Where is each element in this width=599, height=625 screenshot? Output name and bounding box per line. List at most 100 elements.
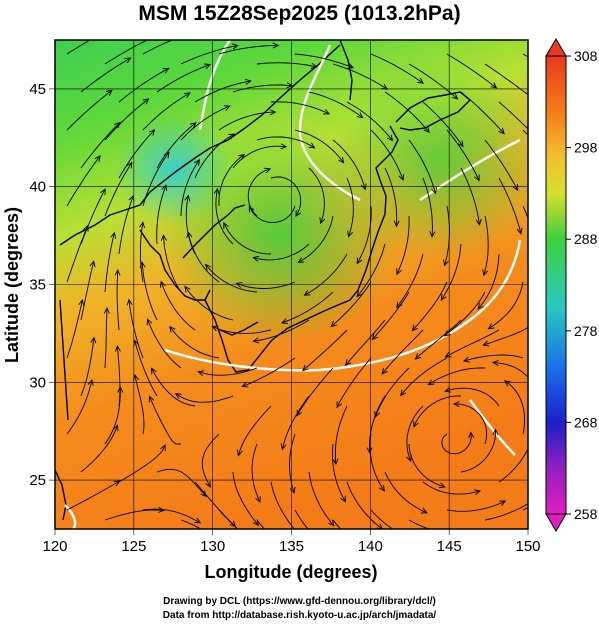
- streamline: [134, 374, 145, 435]
- streamline: [156, 468, 207, 497]
- streamline-arrowhead: [468, 431, 475, 439]
- y-tick-labels: 25 30 35 40 45: [29, 81, 46, 489]
- streamline: [408, 139, 436, 194]
- streamline-arrowhead: [498, 127, 505, 135]
- streamline: [298, 215, 334, 263]
- streamline: [169, 326, 220, 359]
- streamline-arrowhead: [340, 495, 346, 503]
- colorbar-min-arrow: [545, 513, 567, 532]
- grid-lines: [49, 40, 529, 535]
- streamline: [408, 519, 431, 529]
- streamline-arrowhead: [160, 444, 166, 452]
- streamline: [422, 101, 464, 147]
- streamline: [332, 519, 342, 529]
- streamline: [180, 105, 230, 141]
- streamline: [294, 129, 344, 164]
- x-tick-labels: 120 125 130 135 140 145 150: [42, 538, 540, 555]
- x-tick-label: 130: [200, 538, 225, 555]
- streamline-arrowhead: [235, 282, 243, 288]
- streamline-arrowhead: [516, 227, 523, 235]
- streamline-arrowhead: [530, 435, 535, 441]
- streamline-arrowhead: [414, 353, 422, 360]
- streamline-arrowhead: [151, 367, 157, 375]
- streamline: [453, 403, 488, 445]
- streamline: [346, 101, 393, 141]
- streamline: [66, 225, 89, 283]
- streamline: [270, 481, 295, 529]
- streamline: [406, 405, 424, 462]
- streamline: [232, 471, 259, 526]
- streamline-arrowhead: [411, 324, 418, 332]
- streamline: [253, 319, 310, 342]
- streamline: [253, 243, 310, 261]
- streamline-arrowhead: [213, 187, 220, 195]
- streamline-arrowhead: [393, 220, 400, 228]
- streamline: [408, 63, 458, 100]
- streamline: [149, 396, 181, 445]
- streamline-arrowhead: [197, 370, 205, 377]
- streamline: [242, 357, 296, 387]
- streamline: [331, 443, 346, 502]
- streamline: [175, 393, 234, 403]
- streamline-arrowhead: [443, 330, 451, 337]
- streamline: [460, 167, 480, 225]
- streamline: [256, 136, 315, 149]
- streamline: [330, 281, 372, 327]
- streamline: [212, 325, 272, 334]
- streamline: [156, 184, 167, 245]
- streamline-arrowhead: [244, 78, 252, 85]
- streamline: [296, 367, 334, 417]
- streamline-arrowhead: [296, 409, 303, 417]
- streamline: [128, 299, 144, 359]
- streamline: [184, 286, 234, 321]
- streamline-arrowhead: [113, 24, 119, 29]
- streamline: [66, 480, 120, 511]
- streamline: [232, 145, 287, 169]
- streamline-arrowhead: [124, 57, 132, 64]
- streamline: [118, 195, 134, 255]
- streamline-arrowhead: [126, 161, 133, 169]
- streamline-arrowhead: [319, 217, 326, 225]
- streamline-arrowhead: [112, 424, 119, 432]
- streamline: [180, 519, 202, 529]
- streamline: [400, 357, 448, 396]
- streamline: [270, 176, 302, 217]
- streamline-arrowhead: [189, 122, 197, 129]
- colorbar-label: 278: [574, 323, 598, 339]
- streamline: [80, 425, 118, 473]
- colorbar-label: 268: [574, 414, 598, 430]
- x-tick-label: 135: [279, 538, 304, 555]
- streamline-arrowhead: [568, 80, 574, 85]
- streamline: [205, 264, 258, 293]
- streamline-arrowhead: [457, 140, 464, 148]
- streamline: [194, 133, 235, 179]
- streamline-arrowhead: [269, 109, 277, 116]
- streamline-arrowhead: [534, 497, 540, 502]
- streamline-arrowhead: [231, 43, 239, 50]
- streamline: [374, 367, 410, 418]
- streamline-arrowhead: [148, 395, 155, 403]
- streamline-arrowhead: [461, 532, 466, 537]
- streamline: [415, 319, 462, 360]
- streamline-arrowhead: [378, 484, 385, 492]
- streamline: [237, 405, 272, 456]
- streamline: [308, 167, 325, 224]
- streamline: [483, 215, 489, 276]
- streamline: [332, 63, 388, 90]
- streamline-arrowhead: [344, 359, 352, 366]
- streamline: [80, 188, 106, 245]
- streamline: [346, 177, 354, 237]
- streamline-arrowhead: [146, 318, 153, 326]
- streamline-arrowhead: [117, 386, 124, 393]
- streamline-arrowhead: [474, 174, 480, 182]
- credit-drawing: Drawing by DCL (https://www.gfd-dennou.o…: [163, 596, 436, 607]
- streamline: [498, 448, 528, 483]
- streamline-arrowhead: [223, 105, 231, 111]
- streamline: [428, 367, 486, 386]
- streamline: [381, 329, 424, 375]
- streamline-arrowhead: [280, 143, 288, 150]
- streamline-arrowhead: [184, 194, 191, 202]
- streamline: [408, 443, 446, 488]
- x-tick-label: 145: [437, 538, 462, 555]
- streamline: [356, 205, 372, 264]
